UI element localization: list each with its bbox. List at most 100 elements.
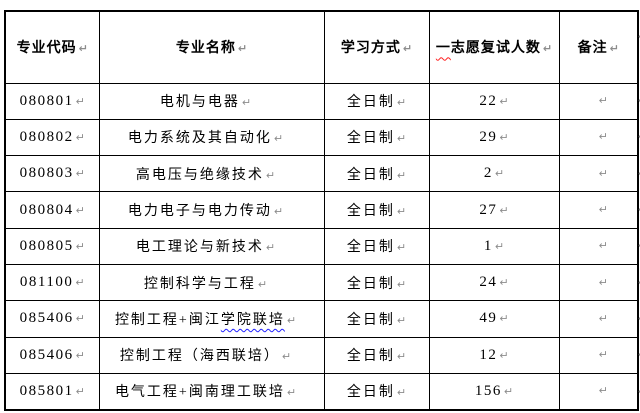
cell-study-mode: 全日制 ↵ — [323, 263, 430, 302]
cell-major-name: 控制工程+闽江学院联培 ↵ — [98, 300, 325, 338]
end-of-cell-mark-icon: ↵ — [396, 313, 407, 327]
end-of-cell-mark-icon: ↵ — [286, 386, 297, 400]
end-of-cell-mark-icon: ↵ — [396, 168, 407, 182]
study-mode-value: 全日制 — [346, 349, 395, 365]
end-of-cell-mark-icon: ↵ — [396, 277, 407, 291]
count-value: 1 — [483, 237, 493, 254]
end-of-cell-mark-icon: ↵ — [396, 350, 407, 364]
end-of-cell-mark-icon: ↵ — [78, 42, 88, 56]
end-of-cell-mark-icon: ↵ — [75, 94, 85, 108]
cell-major-name: 控制科学与工程 ↵ — [98, 263, 325, 302]
study-mode-value: 全日制 — [346, 276, 395, 292]
study-mode-value: 全日制 — [346, 385, 395, 401]
end-of-cell-mark-icon: ↵ — [598, 275, 608, 289]
end-of-cell-mark-icon: ↵ — [281, 350, 292, 364]
cell-major-name: 电气工程+闽南理工联培 ↵ — [98, 372, 325, 411]
major-code-value: 085801 — [19, 382, 74, 399]
header-count-spellchecked-part: 一 — [435, 41, 451, 57]
cell-count: 1 ↵ — [428, 227, 560, 265]
end-of-cell-mark-icon: ↵ — [598, 203, 608, 217]
major-code-value: 080802 — [19, 128, 74, 145]
cell-remark: ↵ — [558, 155, 639, 193]
cell-major-code: 080801 ↵ — [4, 82, 100, 120]
end-of-cell-mark-icon: ↵ — [542, 42, 553, 56]
count-value: 27 — [479, 201, 498, 218]
end-of-cell-mark-icon: ↵ — [494, 167, 505, 181]
cell-major-name: 电机与电器 ↵ — [98, 82, 325, 120]
cell-major-name: 电力系统及其自动化 ↵ — [98, 118, 325, 157]
study-mode-value: 全日制 — [346, 131, 395, 147]
end-of-row-mark-icon: ↵ — [638, 130, 640, 143]
cell-major-name: 控制工程（海西联培） ↵ — [98, 336, 325, 374]
end-of-cell-mark-icon: ↵ — [241, 96, 252, 110]
end-of-cell-mark-icon: ↵ — [396, 96, 407, 110]
end-of-cell-mark-icon: ↵ — [237, 42, 248, 56]
end-of-cell-mark-icon: ↵ — [499, 130, 509, 144]
end-of-row-mark-icon: ↵ — [638, 276, 640, 289]
major-name-value: 电力电子与电力传动 — [127, 204, 272, 220]
header-major-name: 专业名称 ↵ — [98, 10, 325, 84]
study-mode-value: 全日制 — [346, 95, 395, 111]
end-of-cell-mark-icon: ↵ — [396, 241, 407, 255]
count-value: 12 — [479, 346, 498, 363]
major-name-value: 电力系统及其自动化 — [127, 131, 272, 147]
header-major-name-label: 专业名称 — [175, 41, 236, 57]
admissions-table: 专业代码 ↵ 专业名称 ↵ 学习方式 ↵ 一志愿复试人数 ↵ 备注 ↵ 080801 ↵ 电… — [4, 10, 639, 411]
header-first-choice-count: 一志愿复试人数 ↵ — [428, 10, 560, 84]
end-of-cell-mark-icon: ↵ — [499, 94, 509, 108]
major-name-grammar-checked-part: 学院联培 — [220, 312, 285, 328]
major-code-value: 080804 — [19, 201, 74, 218]
count-value: 156 — [474, 382, 502, 399]
count-value: 49 — [479, 310, 498, 327]
cell-remark: ↵ — [558, 300, 639, 338]
end-of-row-mark-icon: ↵ — [638, 385, 640, 398]
cell-count: 156 ↵ — [428, 372, 560, 411]
major-code-value: 080803 — [19, 165, 74, 182]
major-name-value: 控制工程（海西联培） — [119, 349, 280, 365]
table-row: 081100 ↵ 控制科学与工程 ↵ 全日制 ↵ 24 ↵ ↵ — [4, 263, 639, 302]
major-code-value: 085406 — [19, 310, 74, 327]
end-of-cell-mark-icon: ↵ — [75, 276, 85, 290]
major-code-value: 080805 — [19, 237, 74, 254]
end-of-row-mark-icon: ↵ — [638, 167, 640, 180]
major-name-value: 电气工程+闽南理工联培 — [114, 385, 285, 401]
cell-major-name: 电力电子与电力传动 ↵ — [98, 191, 325, 229]
end-of-cell-mark-icon: ↵ — [75, 130, 85, 144]
table-row: 080801 ↵ 电机与电器 ↵ 全日制 ↵ 22 ↵ ↵ — [4, 82, 639, 120]
end-of-cell-mark-icon: ↵ — [598, 348, 608, 362]
cell-major-code: 080805 ↵ — [4, 227, 100, 265]
study-mode-value: 全日制 — [346, 204, 395, 220]
cell-major-code: 085406 ↵ — [4, 300, 100, 338]
table-row: 080803 ↵ 高电压与绝缘技术 ↵ 全日制 ↵ 2 ↵ ↵ — [4, 155, 639, 193]
end-of-row-mark-icon: ↵ — [638, 30, 640, 43]
cell-remark: ↵ — [558, 336, 639, 374]
end-of-cell-mark-icon: ↵ — [598, 239, 608, 253]
count-value: 24 — [479, 274, 498, 291]
end-of-cell-mark-icon: ↵ — [396, 205, 407, 219]
table-row: 085406 ↵ 控制工程+闽江学院联培 ↵ 全日制 ↵ 49 ↵ ↵ — [4, 300, 639, 338]
end-of-cell-mark-icon: ↵ — [396, 132, 407, 146]
table-body: 080801 ↵ 电机与电器 ↵ 全日制 ↵ 22 ↵ ↵ 080802 ↵ 电力系统及其… — [4, 82, 639, 411]
end-of-row-mark-icon: ↵ — [638, 312, 640, 325]
end-of-cell-mark-icon: ↵ — [265, 241, 276, 255]
table-row: 080802 ↵ 电力系统及其自动化 ↵ 全日制 ↵ 29 ↵ ↵ — [4, 118, 639, 157]
header-remark-label: 备注 — [577, 41, 608, 57]
cell-remark: ↵ — [558, 372, 639, 411]
end-of-cell-mark-icon: ↵ — [598, 130, 608, 144]
cell-major-code: 081100 ↵ — [4, 263, 100, 302]
end-of-cell-mark-icon: ↵ — [75, 348, 85, 362]
cell-study-mode: 全日制 ↵ — [323, 300, 430, 338]
count-value: 22 — [479, 92, 498, 109]
end-of-cell-mark-icon: ↵ — [257, 277, 268, 291]
cell-remark: ↵ — [558, 82, 639, 120]
table-row: 080805 ↵ 电工理论与新技术 ↵ 全日制 ↵ 1 ↵ ↵ — [4, 227, 639, 265]
end-of-cell-mark-icon: ↵ — [75, 312, 85, 326]
major-name-value: 电工理论与新技术 — [135, 240, 264, 256]
end-of-cell-mark-icon: ↵ — [402, 42, 413, 56]
end-of-cell-mark-icon: ↵ — [75, 203, 85, 217]
major-name-value: 高电压与绝缘技术 — [135, 167, 264, 183]
cell-study-mode: 全日制 ↵ — [323, 191, 430, 229]
header-remark: 备注 ↵ — [558, 10, 639, 84]
header-count-label: 志愿复试人数 — [450, 41, 541, 57]
count-value: 29 — [479, 128, 498, 145]
